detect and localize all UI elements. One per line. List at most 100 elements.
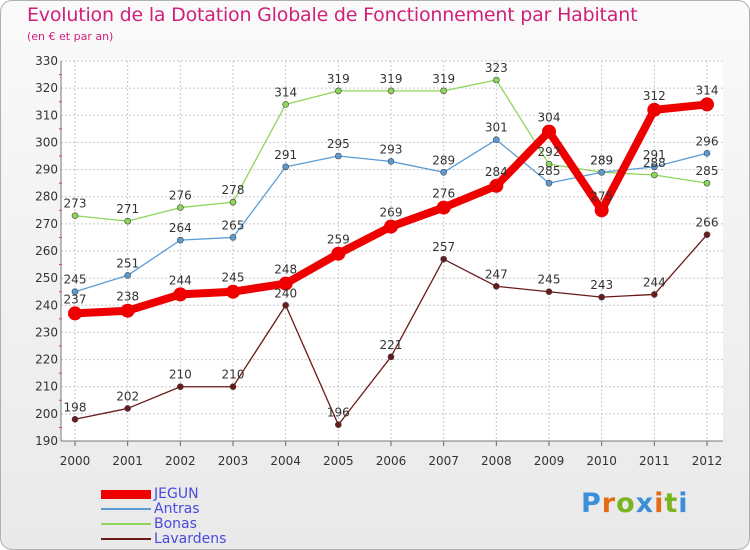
data-label-jegun: 237 bbox=[64, 292, 87, 306]
data-point-jegun bbox=[700, 97, 714, 112]
data-label-lavardens: 202 bbox=[116, 389, 139, 403]
proxiti-logo: Proxiti bbox=[581, 488, 689, 519]
y-tick-label: 290 bbox=[35, 163, 58, 177]
x-tick-label: 2012 bbox=[692, 454, 723, 468]
y-tick-label: 310 bbox=[35, 108, 58, 122]
data-point-bonas bbox=[282, 101, 289, 108]
plot-area bbox=[61, 61, 723, 441]
data-point-jegun bbox=[278, 276, 293, 291]
y-tick-label: 190 bbox=[35, 434, 58, 448]
x-tick-label: 2002 bbox=[165, 454, 196, 468]
data-label-jegun: 238 bbox=[116, 290, 139, 304]
data-label-antras: 301 bbox=[485, 121, 508, 135]
data-label-antras: 245 bbox=[64, 273, 87, 287]
data-point-jegun bbox=[331, 246, 346, 261]
data-label-antras: 296 bbox=[696, 134, 719, 148]
data-label-antras: 293 bbox=[380, 142, 403, 156]
data-label-jegun: 304 bbox=[538, 111, 561, 125]
data-label-bonas: 319 bbox=[432, 72, 455, 86]
y-tick-label: 250 bbox=[35, 271, 58, 285]
legend-swatch-lavardens bbox=[101, 538, 151, 540]
logo-letter: x bbox=[635, 488, 655, 519]
data-label-jegun: 245 bbox=[222, 271, 245, 285]
data-label-antras: 265 bbox=[222, 218, 245, 232]
data-point-antras bbox=[598, 168, 605, 176]
data-label-jegun: 259 bbox=[327, 233, 350, 247]
y-tick-label: 280 bbox=[35, 190, 58, 204]
data-point-lavardens bbox=[229, 383, 237, 391]
label-layer: 198 202 210 210 240 196 221 257 247 245 243 244 266 2… bbox=[64, 61, 719, 420]
legend-item-lavardens: Lavardens bbox=[101, 531, 301, 547]
x-tick-label: 2011 bbox=[639, 454, 670, 468]
data-label-jegun: 248 bbox=[274, 263, 297, 277]
logo-letter: i bbox=[654, 488, 665, 519]
data-point-jegun bbox=[542, 124, 556, 139]
legend-swatch-antras bbox=[101, 508, 151, 510]
logo-letter: P bbox=[581, 488, 602, 519]
data-point-jegun bbox=[384, 219, 398, 234]
logo-letter: t bbox=[664, 488, 679, 519]
data-point-jegun bbox=[120, 303, 135, 318]
y-tick-label: 220 bbox=[35, 353, 58, 367]
data-point-bonas bbox=[229, 198, 237, 206]
data-label-bonas: 314 bbox=[274, 85, 297, 99]
data-point-lavardens bbox=[598, 293, 605, 301]
legend: JEGUN Antras Bonas Lavardens bbox=[101, 486, 301, 547]
legend-label-bonas: Bonas bbox=[154, 516, 197, 532]
x-tick-label: 2008 bbox=[481, 454, 512, 468]
data-label-jegun: 269 bbox=[380, 206, 403, 220]
data-label-bonas: 319 bbox=[380, 72, 403, 86]
x-tick-label: 2009 bbox=[534, 454, 565, 468]
data-label-bonas: 292 bbox=[538, 145, 561, 159]
logo-letter: o bbox=[616, 488, 636, 519]
x-tick-label: 2007 bbox=[428, 454, 459, 468]
y-tick-label: 210 bbox=[35, 380, 58, 394]
data-point-bonas bbox=[440, 87, 447, 95]
data-point-antras bbox=[177, 236, 184, 244]
data-label-bonas: 276 bbox=[169, 189, 192, 203]
data-point-antras bbox=[282, 163, 289, 171]
data-point-jegun bbox=[173, 287, 188, 302]
data-point-antras bbox=[493, 136, 500, 144]
data-point-bonas bbox=[335, 87, 342, 95]
data-label-antras: 295 bbox=[327, 137, 350, 151]
data-point-antras bbox=[229, 234, 237, 241]
data-label-antras: 289 bbox=[590, 153, 613, 167]
x-tick-label: 2010 bbox=[586, 454, 617, 468]
data-point-lavardens bbox=[493, 282, 500, 290]
data-label-jegun: 275 bbox=[590, 189, 613, 203]
data-label-lavardens: 247 bbox=[485, 267, 508, 281]
data-point-jegun bbox=[594, 203, 609, 218]
chart-title: Evolution de la Dotation Globale de Fonc… bbox=[27, 4, 638, 26]
data-point-lavardens bbox=[440, 255, 447, 263]
legend-item-antras: Antras bbox=[101, 501, 301, 517]
y-tick-label: 260 bbox=[35, 244, 58, 258]
data-label-lavardens: 245 bbox=[538, 273, 561, 287]
x-tick-label: 2001 bbox=[112, 454, 143, 468]
data-point-antras bbox=[124, 272, 131, 279]
data-label-bonas: 323 bbox=[485, 61, 508, 75]
legend-label-jegun: JEGUN bbox=[154, 486, 199, 502]
data-point-jegun bbox=[68, 306, 82, 321]
data-point-bonas bbox=[71, 212, 79, 220]
data-point-jegun bbox=[489, 178, 504, 193]
data-point-jegun bbox=[647, 102, 662, 117]
data-point-bonas bbox=[124, 217, 131, 225]
data-point-antras bbox=[703, 149, 711, 157]
logo-letter: r bbox=[601, 488, 617, 519]
data-point-lavardens bbox=[282, 301, 289, 309]
axis-layer: 190 200 210 220 230 240 250 260 270 280 290 300 310 3… bbox=[35, 54, 723, 468]
data-label-lavardens: 196 bbox=[327, 406, 350, 420]
data-point-jegun bbox=[226, 284, 240, 299]
x-tick-label: 2000 bbox=[60, 454, 91, 468]
data-point-bonas bbox=[387, 87, 395, 95]
data-label-lavardens: 243 bbox=[590, 278, 613, 292]
chart-subtitle: (en € et par an) bbox=[27, 30, 114, 43]
legend-label-antras: Antras bbox=[154, 501, 200, 517]
data-label-jegun: 312 bbox=[643, 89, 666, 103]
legend-label-lavardens: Lavardens bbox=[154, 531, 227, 547]
data-label-antras: 291 bbox=[274, 148, 297, 162]
data-label-antras: 289 bbox=[432, 153, 455, 167]
data-point-lavardens bbox=[177, 383, 184, 391]
